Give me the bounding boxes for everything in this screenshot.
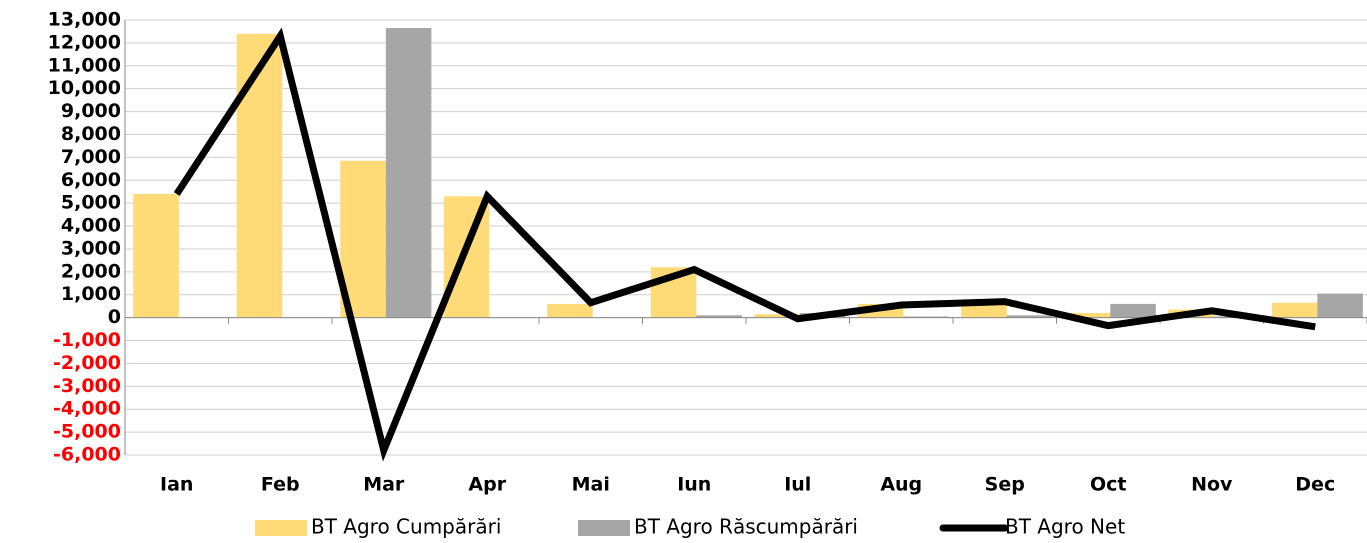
y-tick-label: 11,000 xyxy=(48,54,121,76)
x-tick-label: Ian xyxy=(160,474,193,496)
bar xyxy=(1317,293,1363,318)
bar xyxy=(133,194,179,318)
bar xyxy=(696,315,742,318)
legend-swatch xyxy=(255,520,307,536)
x-tick-label: Mai xyxy=(572,474,610,496)
y-tick-label: 12,000 xyxy=(48,31,121,53)
y-tick-label: 6,000 xyxy=(61,169,121,191)
y-tick-label: -5,000 xyxy=(53,421,121,443)
bar xyxy=(547,303,593,318)
x-tick-label: Iul xyxy=(784,474,811,496)
y-tick-label: -3,000 xyxy=(53,375,121,397)
y-tick-label: 7,000 xyxy=(61,146,121,168)
bar xyxy=(340,160,386,318)
legend-label: BT Agro Răscumpărări xyxy=(634,515,858,539)
y-tick-label: 4,000 xyxy=(61,215,121,237)
y-tick-label: 13,000 xyxy=(48,9,121,31)
bar xyxy=(236,33,283,318)
bar xyxy=(903,316,949,318)
bar xyxy=(1110,303,1156,318)
y-tick-label: -2,000 xyxy=(53,352,121,374)
x-tick-label: Feb xyxy=(261,474,300,496)
x-tick-label: Aug xyxy=(880,474,922,496)
legend-swatch xyxy=(578,520,630,536)
x-tick-label: Oct xyxy=(1090,474,1127,496)
x-tick-label: Dec xyxy=(1295,474,1335,496)
x-tick-label: Sep xyxy=(985,474,1025,496)
y-tick-label: 3,000 xyxy=(61,237,121,259)
y-tick-label: -4,000 xyxy=(53,398,121,420)
x-tick-label: Mar xyxy=(363,474,405,496)
y-tick-label: 1,000 xyxy=(61,283,121,305)
y-tick-label: -1,000 xyxy=(53,329,121,351)
y-tick-label: 8,000 xyxy=(61,123,121,145)
bar xyxy=(1064,313,1111,318)
bar xyxy=(385,28,432,318)
y-tick-label: 5,000 xyxy=(61,192,121,214)
bar xyxy=(1271,302,1318,318)
y-tick-label: 0 xyxy=(108,306,121,328)
legend-label: BT Agro Net xyxy=(1005,515,1125,539)
bar xyxy=(754,314,800,318)
x-tick-label: Nov xyxy=(1191,474,1233,496)
bar xyxy=(1006,315,1053,318)
y-tick-label: 9,000 xyxy=(61,100,121,122)
y-tick-label: 2,000 xyxy=(61,260,121,282)
x-tick-label: Iun xyxy=(677,474,711,496)
x-tick-label: Apr xyxy=(468,474,506,496)
y-tick-label: 10,000 xyxy=(48,77,121,99)
y-tick-label: -6,000 xyxy=(53,444,121,466)
legend-label: BT Agro Cumpărări xyxy=(311,515,501,539)
net-line xyxy=(173,27,1316,462)
